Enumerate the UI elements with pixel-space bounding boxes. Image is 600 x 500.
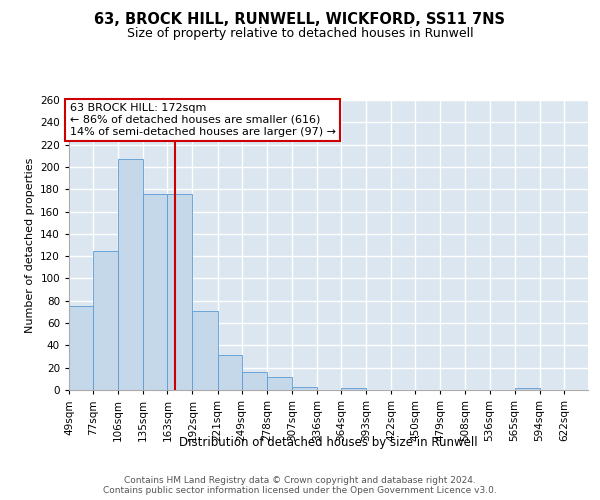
Y-axis label: Number of detached properties: Number of detached properties <box>25 158 35 332</box>
Text: 63 BROCK HILL: 172sqm
← 86% of detached houses are smaller (616)
14% of semi-det: 63 BROCK HILL: 172sqm ← 86% of detached … <box>70 104 336 136</box>
Bar <box>267 376 292 390</box>
Bar <box>93 250 118 390</box>
Text: Distribution of detached houses by size in Runwell: Distribution of detached houses by size … <box>179 436 478 449</box>
Bar <box>118 159 143 390</box>
Bar <box>69 306 93 390</box>
Text: 63, BROCK HILL, RUNWELL, WICKFORD, SS11 7NS: 63, BROCK HILL, RUNWELL, WICKFORD, SS11 … <box>95 12 505 28</box>
Bar <box>193 311 218 390</box>
Bar <box>242 372 267 390</box>
Bar <box>218 356 242 390</box>
Bar <box>167 194 193 390</box>
Bar <box>515 388 539 390</box>
Bar <box>292 386 317 390</box>
Text: Contains HM Land Registry data © Crown copyright and database right 2024.
Contai: Contains HM Land Registry data © Crown c… <box>103 476 497 495</box>
Bar <box>341 388 366 390</box>
Text: Size of property relative to detached houses in Runwell: Size of property relative to detached ho… <box>127 28 473 40</box>
Bar <box>143 194 167 390</box>
